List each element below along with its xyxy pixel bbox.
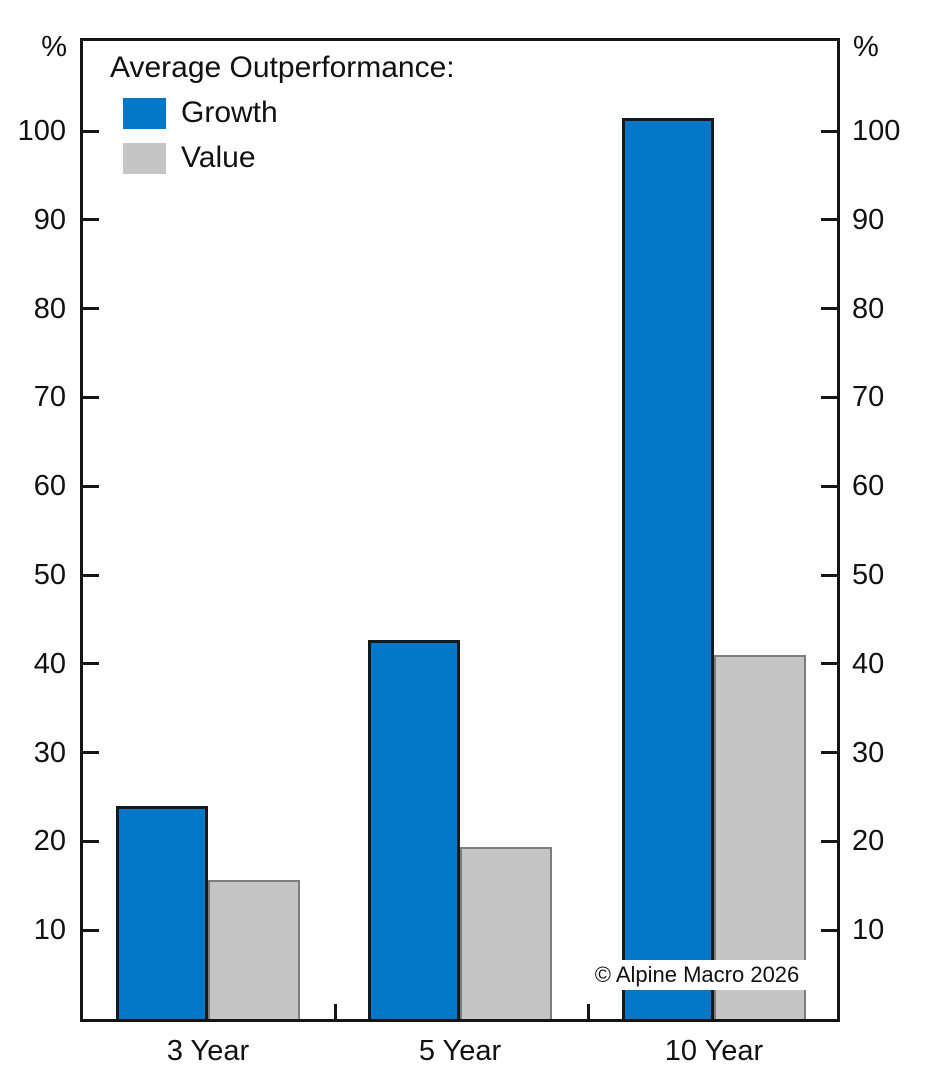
plot-area: Average Outperformance: Growth Value © A… (80, 38, 840, 1022)
x-axis-category-label-5-year: 5 Year (418, 1035, 502, 1067)
y-axis-tick-left (83, 839, 99, 843)
copyright-notice: © Alpine Macro 2026 (578, 960, 816, 990)
legend-title: Average Outperformance: (110, 51, 455, 84)
y-axis-tick-left (83, 307, 99, 311)
bar-growth-3-year (116, 806, 208, 1019)
y-axis-tick-label-right: 100 (852, 115, 901, 147)
y-axis-tick-right (821, 218, 837, 222)
y-axis-tick-label-right: 30 (852, 736, 885, 769)
y-axis-unit-right: % (853, 31, 879, 63)
y-axis-tick-right (821, 307, 837, 311)
y-axis-tick-right (821, 751, 837, 755)
y-axis-tick-label-right: 40 (852, 647, 885, 680)
x-axis-separator-tick (587, 1004, 590, 1019)
y-axis-tick-label-right: 50 (852, 559, 885, 591)
y-axis-tick-label-left: 60 (33, 470, 66, 503)
legend-item-growth: Growth (123, 96, 455, 130)
y-axis-tick-label-left: 80 (33, 292, 66, 325)
y-axis-tick-label-right: 10 (852, 914, 885, 947)
legend-item-value: Value (123, 141, 455, 175)
bar-growth-5-year (368, 640, 460, 1019)
y-axis-tick-label-right: 70 (852, 381, 885, 414)
y-axis-tick-label-left: 90 (33, 203, 66, 236)
x-axis-category-label-3-year: 3 Year (166, 1035, 250, 1067)
y-axis-tick-left (83, 484, 99, 488)
y-axis-unit-left: % (41, 31, 67, 63)
legend: Average Outperformance: Growth Value (110, 51, 455, 175)
y-axis-tick-label-left: 30 (33, 736, 66, 769)
legend-label-value: Value (181, 141, 256, 174)
growth-swatch-icon (123, 97, 166, 129)
y-axis-tick-right (821, 129, 837, 133)
y-axis-tick-label-right: 60 (852, 470, 885, 503)
bar-growth-10-year (622, 118, 714, 1019)
y-axis-tick-label-right: 20 (852, 825, 885, 858)
bar-value-3-year (208, 880, 300, 1019)
value-swatch-icon (123, 142, 166, 174)
y-axis-tick-right (821, 395, 837, 399)
bar-value-10-year (714, 655, 806, 1019)
y-axis-tick-label-left: 100 (17, 115, 66, 147)
y-axis-tick-right (821, 573, 837, 577)
y-axis-tick-label-right: 80 (852, 292, 885, 325)
bar-value-5-year (460, 847, 552, 1019)
y-axis-tick-left (83, 573, 99, 577)
x-axis-separator-tick (334, 1004, 337, 1019)
y-axis-tick-left (83, 395, 99, 399)
y-axis-tick-label-left: 70 (33, 381, 66, 414)
y-axis-tick-label-left: 40 (33, 647, 66, 680)
y-axis-tick-left (83, 129, 99, 133)
y-axis-tick-right (821, 928, 837, 932)
y-axis-tick-right (821, 839, 837, 843)
y-axis-tick-label-left: 20 (33, 825, 66, 858)
y-axis-tick-label-left: 10 (33, 914, 66, 947)
y-axis-tick-right (821, 662, 837, 666)
legend-label-growth: Growth (181, 96, 278, 129)
x-axis-category-label-10-year: 10 Year (664, 1035, 764, 1067)
y-axis-tick-left (83, 218, 99, 222)
y-axis-tick-left (83, 928, 99, 932)
y-axis-tick-left (83, 662, 99, 666)
y-axis-tick-left (83, 751, 99, 755)
y-axis-tick-label-left: 50 (33, 559, 66, 591)
y-axis-tick-right (821, 484, 837, 488)
y-axis-tick-label-right: 90 (852, 203, 885, 236)
